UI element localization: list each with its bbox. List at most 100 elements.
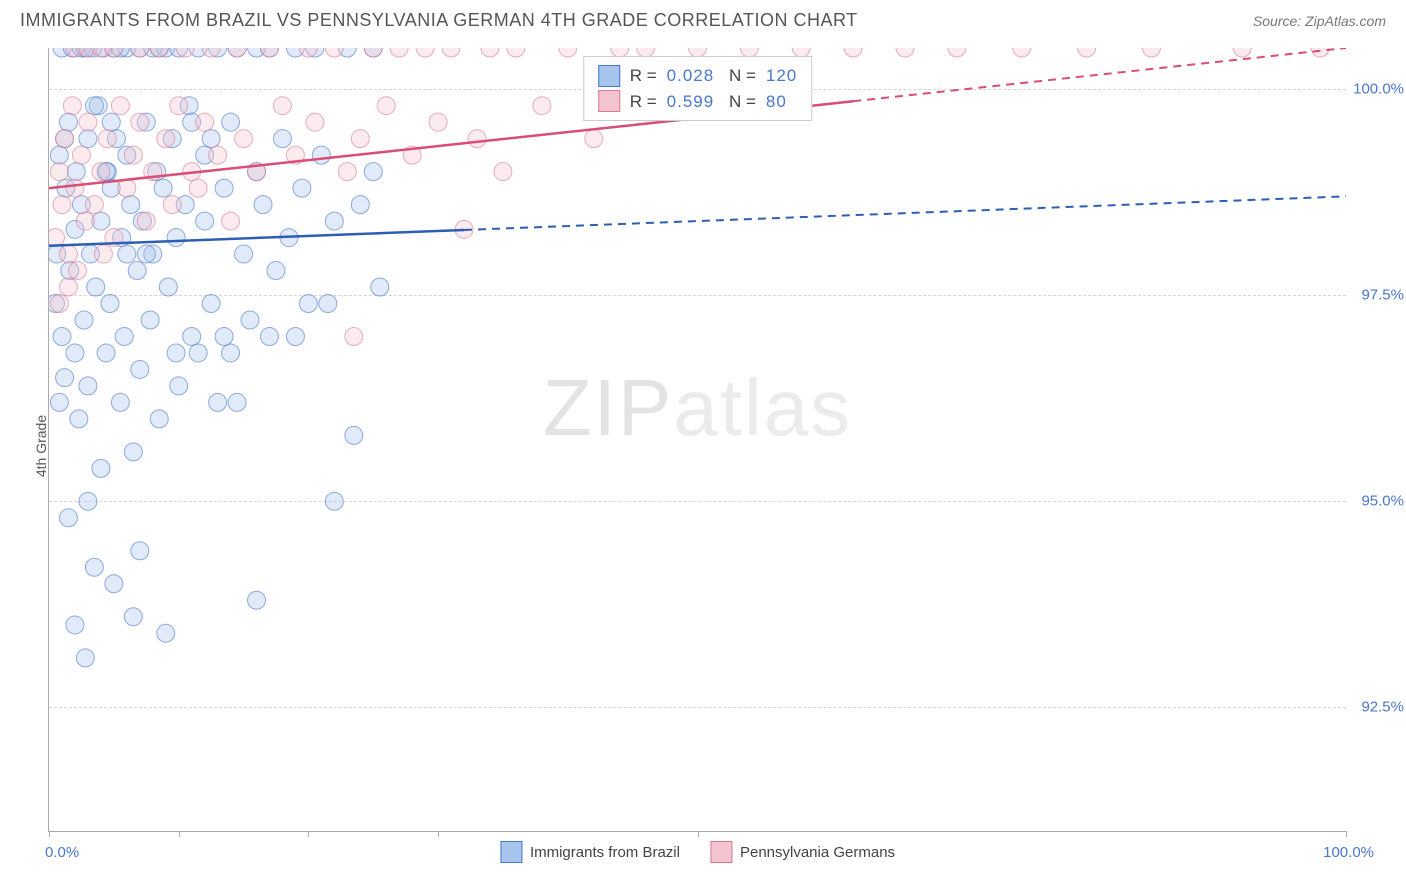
scatter-point-series-0	[196, 212, 214, 230]
scatter-point-series-0	[280, 229, 298, 247]
scatter-point-series-0	[66, 220, 84, 238]
scatter-point-series-0	[248, 48, 266, 57]
scatter-point-series-1	[494, 163, 512, 181]
scatter-point-series-0	[176, 196, 194, 214]
scatter-point-series-0	[202, 130, 220, 148]
scatter-point-series-0	[163, 130, 181, 148]
series-legend: Immigrants from Brazil Pennsylvania Germ…	[500, 841, 895, 863]
scatter-point-series-0	[131, 542, 149, 560]
scatter-point-series-0	[299, 295, 317, 313]
gridline	[49, 707, 1346, 708]
scatter-point-series-0	[66, 344, 84, 362]
scatter-point-series-0	[59, 509, 77, 527]
scatter-point-series-1	[468, 130, 486, 148]
scatter-point-series-0	[286, 327, 304, 345]
scatter-point-series-1	[235, 130, 253, 148]
scatter-point-series-0	[63, 48, 81, 57]
scatter-point-series-0	[76, 48, 94, 57]
scatter-point-series-0	[79, 377, 97, 395]
watermark-part1: ZIP	[543, 363, 673, 452]
scatter-point-series-0	[144, 245, 162, 263]
scatter-point-series-1	[94, 245, 112, 263]
x-tick	[308, 831, 309, 837]
scatter-point-series-0	[306, 48, 324, 57]
scatter-point-series-1	[131, 113, 149, 131]
scatter-point-series-1	[189, 179, 207, 197]
legend-swatch-bottom-1	[710, 841, 732, 863]
scatter-point-series-1	[137, 212, 155, 230]
scatter-point-series-0	[167, 344, 185, 362]
legend-item-0: Immigrants from Brazil	[500, 841, 680, 863]
scatter-point-series-0	[76, 649, 94, 667]
scatter-point-series-0	[97, 163, 115, 181]
scatter-point-series-1	[429, 113, 447, 131]
scatter-point-series-0	[137, 113, 155, 131]
scatter-point-series-0	[319, 295, 337, 313]
scatter-point-series-0	[102, 179, 120, 197]
scatter-point-series-1	[124, 146, 142, 164]
scatter-point-series-0	[118, 48, 136, 57]
scatter-point-series-1	[1311, 48, 1329, 57]
watermark-part2: atlas	[673, 363, 852, 452]
y-axis-label: 4th Grade	[33, 415, 49, 477]
scatter-point-series-0	[92, 459, 110, 477]
scatter-point-series-0	[107, 130, 125, 148]
scatter-point-series-0	[144, 48, 162, 57]
scatter-point-series-0	[312, 146, 330, 164]
scatter-point-series-0	[157, 624, 175, 642]
scatter-point-series-0	[273, 130, 291, 148]
scatter-point-series-0	[72, 48, 90, 57]
y-tick-label: 100.0%	[1353, 81, 1404, 98]
scatter-point-series-0	[364, 163, 382, 181]
scatter-point-series-1	[176, 48, 194, 57]
scatter-point-series-1	[351, 130, 369, 148]
scatter-point-series-0	[97, 344, 115, 362]
scatter-point-series-0	[105, 48, 123, 57]
scatter-point-series-1	[150, 48, 168, 57]
scatter-point-series-1	[416, 48, 434, 57]
gridline	[49, 501, 1346, 502]
legend-r-value-0: 0.028	[667, 63, 715, 89]
scatter-point-series-0	[102, 113, 120, 131]
scatter-point-series-1	[56, 130, 74, 148]
scatter-point-series-0	[66, 616, 84, 634]
scatter-point-series-0	[180, 97, 198, 115]
scatter-point-series-1	[202, 48, 220, 57]
scatter-point-series-1	[49, 229, 64, 247]
scatter-point-series-1	[286, 146, 304, 164]
scatter-point-series-0	[82, 245, 100, 263]
scatter-point-series-0	[118, 146, 136, 164]
scatter-point-series-0	[183, 327, 201, 345]
chart-svg	[49, 48, 1346, 831]
scatter-point-series-1	[144, 163, 162, 181]
scatter-point-series-0	[254, 196, 272, 214]
scatter-point-series-1	[559, 48, 577, 57]
scatter-point-series-1	[1078, 48, 1096, 57]
scatter-point-series-0	[85, 558, 103, 576]
scatter-point-series-0	[92, 212, 110, 230]
legend-n-label: N =	[724, 89, 756, 115]
scatter-point-series-1	[170, 97, 188, 115]
scatter-point-series-1	[63, 97, 81, 115]
scatter-point-series-0	[53, 48, 71, 57]
scatter-point-series-0	[85, 97, 103, 115]
scatter-point-series-1	[69, 262, 87, 280]
scatter-point-series-0	[345, 426, 363, 444]
scatter-point-series-0	[189, 48, 207, 57]
scatter-point-series-1	[76, 212, 94, 230]
scatter-point-series-0	[183, 113, 201, 131]
scatter-point-series-0	[57, 179, 75, 197]
scatter-point-series-1	[59, 278, 77, 296]
scatter-point-series-0	[222, 344, 240, 362]
x-axis-min-label: 0.0%	[45, 844, 79, 861]
legend-label-0: Immigrants from Brazil	[530, 844, 680, 861]
legend-item-1: Pennsylvania Germans	[710, 841, 895, 863]
legend-n-value-1: 80	[766, 89, 787, 115]
scatter-point-series-0	[338, 48, 356, 57]
scatter-point-series-1	[66, 179, 84, 197]
scatter-point-series-1	[455, 220, 473, 238]
scatter-point-series-1	[403, 146, 421, 164]
chart-title: IMMIGRANTS FROM BRAZIL VS PENNSYLVANIA G…	[20, 10, 858, 31]
scatter-point-series-1	[79, 48, 97, 57]
correlation-legend: R = 0.028 N = 120 R = 0.599 N = 80	[583, 56, 813, 121]
